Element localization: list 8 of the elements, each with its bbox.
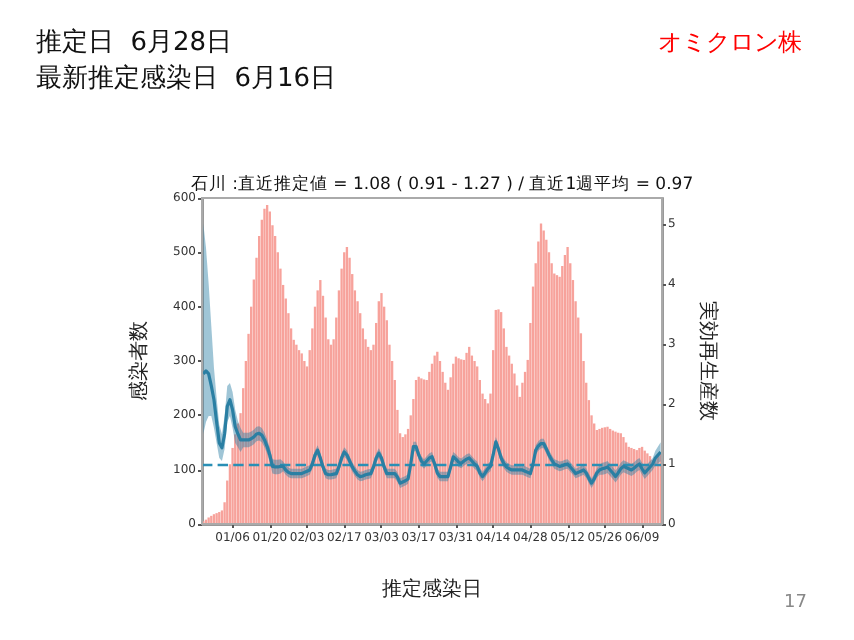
text: オミクロン株 (658, 28, 802, 56)
text: 17 (784, 593, 807, 613)
y-axis-title: 感染者数 (127, 321, 151, 401)
text: 推定日 6月28日 (36, 28, 233, 58)
y2-axis-title: 実効再生産数 (696, 301, 721, 421)
text: 最新推定感染日 6月16日 (36, 64, 337, 94)
x-axis-title: 推定感染日 (382, 577, 482, 601)
chart-title: 石川 :直近推定値 = 1.08 ( 0.91 - 1.27 ) / 直近1週平均 = 0.97 (190, 173, 694, 195)
